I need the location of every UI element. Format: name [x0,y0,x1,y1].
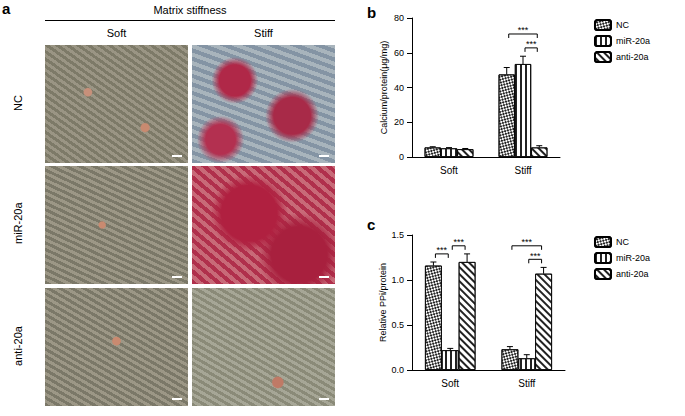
svg-text:60: 60 [394,48,404,58]
svg-text:miR-20a: miR-20a [616,253,650,263]
html-text:a: a [2,0,11,17]
html-text:Matrix stiffness: Matrix stiffness [153,4,227,16]
svg-text:Soft: Soft [441,378,459,389]
svg-text:Soft: Soft [440,165,458,176]
html-text:anti-20a: anti-20a [12,326,24,366]
svg-text:0.0: 0.0 [391,365,404,375]
svg-text:Stiff: Stiff [514,165,531,176]
html-text:Soft: Soft [106,27,127,39]
svg-text:Stiff: Stiff [518,378,535,389]
svg-text:Calcium/protein(μg/mg): Calcium/protein(μg/mg) [379,41,389,135]
svg-text:***: *** [530,251,541,261]
svg-text:0.5: 0.5 [391,320,404,330]
html-text:NC: NC [12,95,24,111]
svg-text:anti-20a: anti-20a [616,269,649,279]
svg-text:1.5: 1.5 [391,230,404,240]
svg-text:NC: NC [616,20,629,30]
svg-text:c: c [367,216,375,233]
svg-text:20: 20 [394,117,404,127]
html-text:Stiff: Stiff [254,27,273,39]
svg-text:***: *** [437,245,448,255]
svg-text:Relative PPi/protein: Relative PPi/protein [378,263,388,342]
svg-text:***: *** [453,237,464,247]
svg-text:***: *** [521,237,532,247]
svg-text:0: 0 [399,152,404,162]
svg-text:miR-20a: miR-20a [616,36,650,46]
html-text:miR-20a: miR-20a [12,202,24,244]
svg-text:40: 40 [394,83,404,93]
svg-text:80: 80 [394,13,404,23]
svg-text:anti-20a: anti-20a [616,52,649,62]
svg-text:1.0: 1.0 [391,275,404,285]
svg-text:b: b [367,4,376,21]
svg-text:NC: NC [616,237,629,247]
svg-text:***: *** [526,39,537,49]
svg-text:***: *** [518,25,529,35]
